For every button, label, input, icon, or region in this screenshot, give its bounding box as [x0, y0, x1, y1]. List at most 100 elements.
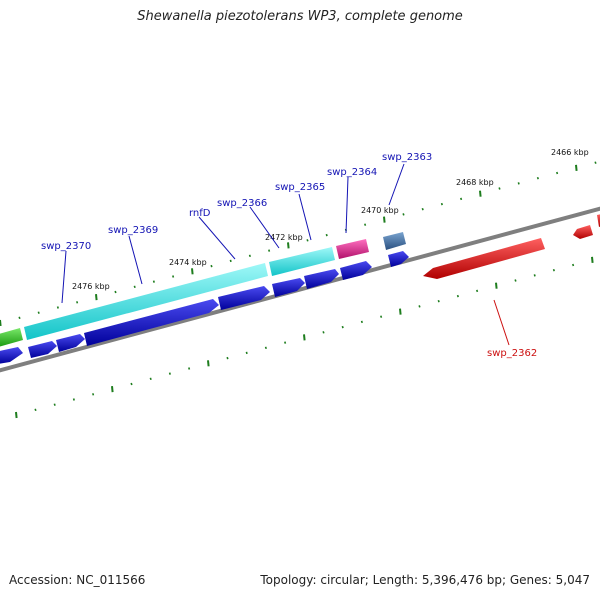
scale-minor-tick — [76, 301, 79, 304]
scale-minor-tick — [556, 171, 559, 175]
scale-major-tick — [495, 282, 498, 289]
scale-minor-tick — [476, 289, 479, 293]
scale-minor-tick — [56, 306, 59, 309]
map-title: Shewanella piezotolerans WP3, complete g… — [137, 9, 463, 24]
gene-label[interactable]: swp_2369 — [108, 225, 158, 236]
inner-cds-track — [0, 251, 409, 364]
gene-feature[interactable] — [0, 328, 23, 347]
gene-feature[interactable] — [383, 232, 406, 250]
scale-major-tick — [111, 386, 114, 393]
scale-major-tick — [575, 164, 578, 171]
scale-label: 2472 kbp — [265, 233, 303, 242]
gene-label[interactable]: swp_2362 — [487, 348, 537, 359]
scale-minor-tick — [552, 268, 555, 272]
cds-arrow[interactable] — [84, 299, 219, 346]
scale-minor-tick — [460, 197, 463, 201]
cds-arrow[interactable] — [340, 261, 372, 280]
scale-minor-tick — [440, 202, 443, 206]
scale-minor-tick — [421, 207, 424, 211]
scale-major-tick — [207, 360, 210, 367]
scale-major-tick — [591, 256, 594, 263]
scale-minor-tick — [130, 382, 133, 386]
scale-minor-tick — [456, 294, 459, 298]
scale-minor-tick — [514, 279, 517, 282]
scale-minor-tick — [498, 187, 501, 190]
scale-minor-tick — [418, 305, 421, 308]
red-gene-track — [423, 214, 600, 279]
cds-arrow[interactable] — [56, 334, 85, 352]
scale-minor-tick — [245, 351, 248, 355]
scale-minor-tick — [536, 176, 539, 180]
scale-minor-tick — [437, 299, 440, 303]
outer-gene-track — [0, 232, 406, 347]
cds-arrow[interactable] — [28, 341, 57, 358]
scale-minor-tick — [168, 372, 171, 375]
scale-minor-tick — [18, 316, 21, 320]
scale-major-tick — [303, 334, 306, 341]
scale-minor-tick — [92, 393, 95, 396]
scale-major-tick — [0, 319, 2, 327]
scale-labels: 2466 kbp 2468 kbp 2470 kbp 2472 kbp 2474… — [72, 148, 589, 291]
cds-arrow[interactable] — [388, 251, 409, 267]
scale-major-tick — [191, 268, 194, 275]
scale-minor-tick — [306, 239, 309, 242]
scale-minor-tick — [364, 223, 367, 226]
scale-major-tick — [479, 190, 482, 197]
gene-label[interactable]: swp_2365 — [275, 182, 325, 193]
scale-minor-tick — [149, 377, 152, 381]
scale-minor-tick — [172, 275, 175, 278]
scale-minor-tick — [210, 264, 213, 268]
scale-minor-tick — [133, 285, 136, 289]
scale-minor-tick — [226, 356, 229, 360]
gene-label[interactable]: swp_2366 — [217, 198, 267, 209]
cds-arrow[interactable] — [272, 278, 305, 297]
genome-backbone — [0, 206, 600, 373]
scale-minor-tick — [72, 398, 75, 401]
genome-summary-text: Topology: circular; Length: 5,396,476 bp… — [260, 573, 590, 587]
scale-label: 2474 kbp — [169, 258, 207, 267]
outer-scale-ring — [0, 161, 597, 327]
scale-minor-tick — [380, 315, 383, 318]
label-leaders — [61, 163, 510, 346]
scale-minor-tick — [360, 320, 363, 324]
inner-scale-ring — [15, 256, 594, 419]
scale-minor-tick — [37, 311, 40, 314]
gene-label[interactable]: swp_2364 — [327, 167, 377, 178]
scale-minor-tick — [264, 346, 267, 350]
scale-minor-tick — [572, 263, 575, 267]
gene-feature[interactable] — [336, 239, 369, 259]
scale-label: 2476 kbp — [72, 282, 110, 291]
cds-arrow[interactable] — [0, 347, 23, 364]
scale-minor-tick — [325, 233, 328, 237]
cds-arrow[interactable] — [304, 269, 339, 289]
gene-feature[interactable] — [269, 247, 335, 276]
scale-minor-tick — [188, 367, 191, 370]
gene-label[interactable]: swp_2363 — [382, 152, 432, 163]
scale-major-tick — [287, 242, 290, 249]
scale-minor-tick — [229, 259, 232, 263]
scale-minor-tick — [268, 249, 271, 252]
scale-major-tick — [95, 294, 98, 301]
gene-feature[interactable] — [24, 263, 268, 340]
cds-arrow[interactable] — [218, 286, 270, 310]
scale-minor-tick — [248, 254, 251, 258]
gene-label[interactable]: rnfD — [189, 208, 211, 219]
gene-label[interactable]: swp_2370 — [41, 241, 91, 252]
scale-minor-tick — [53, 403, 56, 406]
gene-feature[interactable] — [597, 214, 600, 227]
scale-minor-tick — [341, 325, 344, 329]
gene-feature[interactable] — [423, 238, 545, 279]
scale-minor-tick — [284, 341, 287, 344]
gene-feature[interactable] — [573, 225, 593, 239]
accession-text: Accession: NC_011566 — [9, 573, 146, 587]
scale-label: 2466 kbp — [551, 148, 589, 157]
scale-label: 2468 kbp — [456, 178, 494, 187]
scale-label: 2470 kbp — [361, 206, 399, 215]
gene-labels: swp_2363 swp_2364 swp_2365 swp_2366 rnfD… — [41, 152, 537, 359]
scale-minor-tick — [152, 280, 155, 283]
scale-minor-tick — [114, 290, 117, 294]
scale-minor-tick — [402, 213, 405, 216]
scale-major-tick — [15, 411, 18, 419]
scale-minor-tick — [34, 408, 37, 412]
